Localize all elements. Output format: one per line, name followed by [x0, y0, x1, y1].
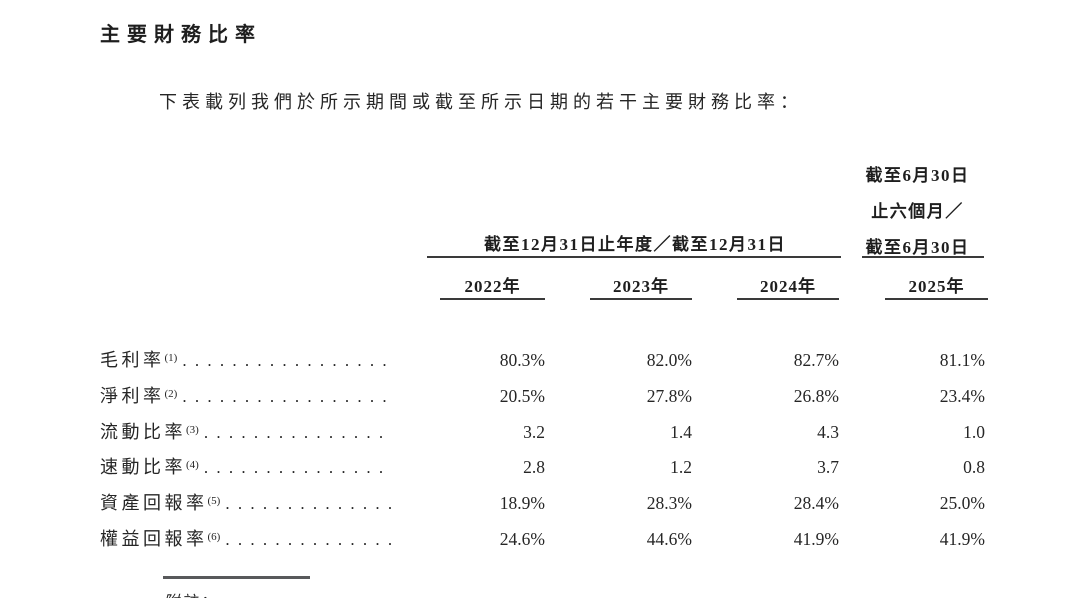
- cell-value: 1.0: [963, 421, 985, 442]
- cell-value: 82.7%: [793, 350, 839, 370]
- table-row-net-margin: 淨利率 (2) . . . . . . . . . . . . . . . . …: [100, 382, 988, 418]
- cell-value: 28.4%: [793, 493, 839, 514]
- cell-value: 0.8: [963, 457, 985, 478]
- row-label-cell: 權益回報率 (6) . . . . . . . . . . . . . . . …: [100, 525, 400, 551]
- cell-value: 24.6%: [499, 528, 545, 549]
- column-header-2023: 2023年: [590, 270, 692, 300]
- leader-dots: . . . . . . . . . . . . . . . . . . . . …: [225, 494, 392, 514]
- interim-header-line: 截至6月30日: [865, 238, 970, 257]
- cell-value: 18.9%: [499, 493, 545, 514]
- cell-value: 28.3%: [646, 493, 692, 514]
- row-label-cell: 淨利率 (2) . . . . . . . . . . . . . . . . …: [100, 382, 400, 408]
- row-label-cell: 速動比率 (4) . . . . . . . . . . . . . . . .…: [100, 453, 400, 479]
- cell-value: 81.1%: [939, 350, 985, 370]
- leader-dots: . . . . . . . . . . . . . . . . . . . . …: [182, 386, 392, 406]
- table-row-return-on-assets: 資產回報率 (5) . . . . . . . . . . . . . . . …: [100, 489, 988, 525]
- cell-value: 82.0%: [646, 350, 692, 370]
- cell-value: 41.9%: [939, 528, 985, 549]
- table-row-current-ratio: 流動比率 (3) . . . . . . . . . . . . . . . .…: [100, 418, 988, 454]
- leader-dots: . . . . . . . . . . . . . . . . . . . . …: [203, 422, 392, 442]
- row-label: 流動比率: [100, 421, 186, 442]
- footnote-ref: (1): [164, 352, 178, 364]
- footnote-divider: [163, 576, 310, 579]
- interim-header-underline: [862, 256, 984, 258]
- footnote-ref: (3): [186, 423, 199, 436]
- cell-value: 44.6%: [646, 528, 692, 549]
- footnote-ref: (5): [207, 495, 221, 508]
- cell-value: 3.2: [523, 421, 545, 442]
- row-label: 速動比率: [100, 457, 186, 478]
- cell-value: 25.0%: [939, 493, 985, 514]
- column-header-2025: 2025年: [885, 270, 988, 300]
- row-label-cell: 毛利率 (1) . . . . . . . . . . . . . . . . …: [100, 346, 400, 372]
- interim-header-line: 截至6月30日: [865, 166, 970, 185]
- cell-value: 26.8%: [793, 385, 839, 406]
- row-label: 淨利率: [100, 385, 165, 406]
- annual-header-underline: [427, 256, 841, 258]
- cell-value: 41.9%: [793, 528, 839, 549]
- cell-value: 2.8: [523, 457, 545, 478]
- footnote-label: 附註：: [163, 588, 217, 598]
- cell-value: 3.7: [817, 457, 839, 478]
- cell-value: 1.4: [670, 421, 692, 442]
- annual-period-header: 截至12月31日止年度／截至12月31日: [484, 235, 786, 254]
- footnote-ref: (2): [164, 387, 178, 400]
- row-label: 資產回報率: [100, 493, 208, 514]
- column-header-2022: 2022年: [440, 270, 545, 300]
- cell-value: 20.5%: [499, 385, 545, 406]
- cell-value: 23.4%: [939, 385, 985, 406]
- leader-dots: . . . . . . . . . . . . . . . . . . . . …: [225, 529, 392, 549]
- cell-value: 80.3%: [499, 350, 545, 370]
- column-header-2024: 2024年: [737, 270, 839, 300]
- interim-header-line: 止六個月／: [871, 202, 964, 221]
- intro-paragraph: 下表載列我們於所示期間或截至所示日期的若干主要財務比率：: [159, 92, 803, 112]
- cell-value: 1.2: [670, 457, 692, 478]
- leader-dots: . . . . . . . . . . . . . . . . . . . . …: [203, 458, 392, 478]
- table-row-quick-ratio: 速動比率 (4) . . . . . . . . . . . . . . . .…: [100, 453, 988, 489]
- table-body: 毛利率 (1) . . . . . . . . . . . . . . . . …: [100, 346, 988, 561]
- row-label-cell: 流動比率 (3) . . . . . . . . . . . . . . . .…: [100, 418, 400, 444]
- cell-value: 4.3: [817, 421, 839, 442]
- page-title: 主要財務比率: [100, 24, 262, 46]
- cell-value: 27.8%: [646, 385, 692, 406]
- table-row-return-on-equity: 權益回報率 (6) . . . . . . . . . . . . . . . …: [100, 525, 988, 561]
- row-label-cell: 資產回報率 (5) . . . . . . . . . . . . . . . …: [100, 489, 400, 515]
- leader-dots: . . . . . . . . . . . . . . . . . . . . …: [182, 351, 392, 370]
- interim-period-header: 截至6月30日 止六個月／ 截至6月30日: [845, 158, 990, 266]
- table-row-gross-margin: 毛利率 (1) . . . . . . . . . . . . . . . . …: [100, 346, 988, 382]
- footnote-ref: (6): [207, 530, 221, 543]
- row-label: 權益回報率: [100, 528, 208, 549]
- footnote-ref: (4): [186, 459, 199, 472]
- row-label: 毛利率: [100, 350, 165, 370]
